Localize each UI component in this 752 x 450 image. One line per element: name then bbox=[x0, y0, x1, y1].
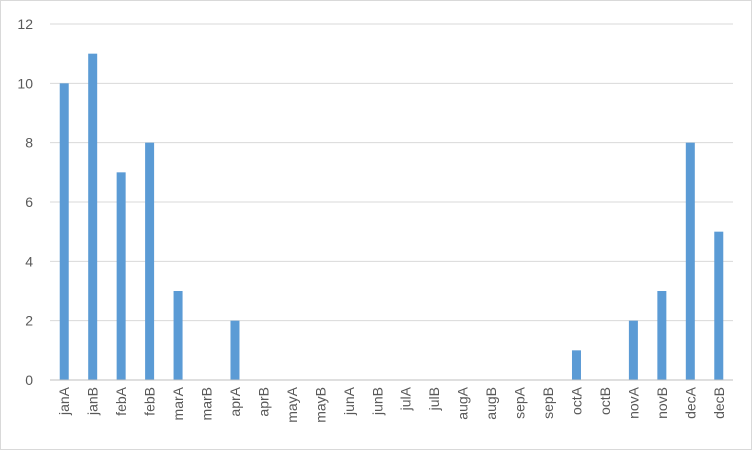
x-tick-label: janA bbox=[56, 386, 72, 416]
x-tick-label: sepA bbox=[512, 386, 528, 419]
bar-febA bbox=[116, 172, 126, 380]
bar-janA bbox=[59, 83, 69, 380]
x-tick-label: junA bbox=[341, 386, 357, 416]
x-tick-label: novB bbox=[654, 387, 670, 419]
x-tick-label: aprA bbox=[227, 386, 243, 416]
y-tick-label: 8 bbox=[25, 135, 33, 151]
y-tick-label: 12 bbox=[17, 16, 33, 32]
x-tick-label: julB bbox=[426, 387, 442, 411]
y-tick-labels: 0 2 4 6 8 10 12 bbox=[17, 16, 33, 388]
y-tick-label: 6 bbox=[25, 194, 33, 210]
x-tick-label: decB bbox=[711, 387, 727, 419]
bar-novA bbox=[628, 320, 638, 380]
x-tick-label: junB bbox=[369, 387, 385, 416]
x-tick-labels: janA janB febA febB marA marB aprA aprB mayA mayB… bbox=[56, 386, 727, 422]
x-tick-label: marB bbox=[199, 387, 215, 420]
x-tick-label: febA bbox=[113, 386, 129, 415]
bar-marA bbox=[173, 291, 183, 380]
y-tick-label: 10 bbox=[17, 75, 33, 91]
bar-novB bbox=[657, 291, 667, 380]
x-tick-label: augA bbox=[455, 386, 471, 419]
bar-febB bbox=[145, 142, 155, 380]
bars bbox=[59, 53, 724, 381]
x-tick-label: sepB bbox=[540, 387, 556, 419]
y-tick-label: 4 bbox=[25, 253, 33, 269]
x-tick-label: octA bbox=[568, 386, 584, 415]
x-tick-label: decA bbox=[682, 386, 698, 419]
y-tick-label: 2 bbox=[25, 313, 33, 329]
bar-octA bbox=[571, 350, 581, 380]
x-tick-label: aprB bbox=[255, 387, 271, 417]
bar-decA bbox=[685, 142, 695, 380]
y-tick-label: 0 bbox=[25, 372, 33, 388]
bar-decB bbox=[714, 231, 724, 380]
bar-janB bbox=[88, 53, 98, 381]
x-tick-label: mayB bbox=[312, 387, 328, 423]
x-tick-label: julA bbox=[398, 386, 414, 411]
x-tick-label: janB bbox=[85, 387, 101, 416]
x-tick-label: augB bbox=[483, 387, 499, 420]
x-tick-label: octB bbox=[597, 387, 613, 415]
x-tick-label: novA bbox=[625, 386, 641, 419]
bar-aprA bbox=[230, 320, 240, 380]
x-tick-label: febB bbox=[142, 387, 158, 416]
x-tick-label: marA bbox=[170, 386, 186, 420]
gridlines bbox=[50, 23, 733, 322]
x-tick-label: mayA bbox=[284, 386, 300, 422]
